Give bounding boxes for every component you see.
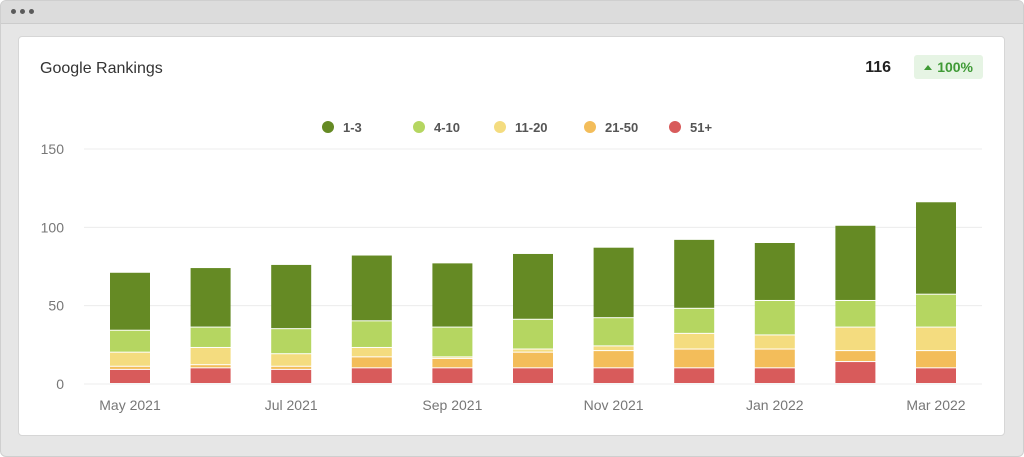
bar-segment-51+[interactable] [271,369,312,383]
bar-segment-1-3[interactable] [432,263,473,327]
bar-segment-4-10[interactable] [593,318,634,346]
bar-segment-21-50[interactable] [432,358,473,368]
bar-segment-1-3[interactable] [835,225,876,300]
bar-segment-4-10[interactable] [916,294,956,327]
bar-segment-4-10[interactable] [351,321,392,347]
bar-segment-51+[interactable] [674,368,715,383]
bar-segment-11-20[interactable] [754,335,795,349]
x-tick-label: Jul 2021 [265,397,318,413]
bar-segment-21-50[interactable] [190,365,231,368]
window-dot [11,9,16,14]
legend-label: 21-50 [605,120,638,135]
bar-segment-21-50[interactable] [835,351,876,362]
bar-segment-11-20[interactable] [271,354,312,366]
bar-segment-4-10[interactable] [513,319,553,349]
x-tick-label: May 2021 [99,397,161,413]
bar-segment-51+[interactable] [513,368,553,383]
legend-label: 11-20 [515,120,548,135]
y-tick-label: 50 [48,298,64,314]
bar-segment-4-10[interactable] [271,329,312,354]
bar-segment-11-20[interactable] [835,327,876,351]
bar-segment-1-3[interactable] [190,268,231,327]
bar-segment-11-20[interactable] [513,349,553,352]
bar-segment-51+[interactable] [432,368,473,383]
bar-segment-51+[interactable] [916,368,956,383]
bar-segment-11-20[interactable] [351,347,392,357]
bar-segment-21-50[interactable] [674,349,715,368]
chart-bars [110,202,956,383]
legend-item-51+[interactable]: 51+ [669,120,712,135]
x-tick-label: Jan 2022 [746,397,804,413]
bar-segment-1-3[interactable] [351,255,392,321]
bar-segment-51+[interactable] [835,362,876,383]
card-title: Google Rankings [40,60,163,77]
total-count: 116 [865,59,891,76]
bar-segment-11-20[interactable] [190,347,231,365]
bar-segment-11-20[interactable] [674,333,715,349]
bar-segment-21-50[interactable] [513,352,553,368]
bar-segment-51+[interactable] [351,368,392,383]
chart-legend: 1-3 4-10 11-20 21-50 51+ [322,120,712,135]
bar-segment-11-20[interactable] [916,327,956,351]
x-tick-label: Mar 2022 [906,397,965,413]
legend-swatch [413,121,425,133]
window-dot [20,9,25,14]
window-titlebar [1,1,1023,24]
bar-segment-21-50[interactable] [110,366,150,369]
bar-segment-1-3[interactable] [271,264,312,329]
y-tick-label: 100 [41,219,65,235]
rankings-card: Google Rankings 116 100% 0 50 100 150 May 2… [18,36,1005,436]
x-tick-label: Nov 2021 [584,397,644,413]
bar-segment-4-10[interactable] [190,327,231,347]
bar-segment-4-10[interactable] [674,308,715,333]
legend-item-4-10[interactable]: 4-10 [413,120,460,135]
bar-segment-4-10[interactable] [754,300,795,335]
legend-item-21-50[interactable]: 21-50 [584,120,638,135]
bar-segment-21-50[interactable] [754,349,795,368]
bar-segment-1-3[interactable] [110,272,150,330]
legend-label: 51+ [690,120,712,135]
bar-segment-1-3[interactable] [674,239,715,308]
window-dot [29,9,34,14]
bar-segment-1-3[interactable] [916,202,956,294]
bar-segment-51+[interactable] [593,368,634,383]
bar-segment-11-20[interactable] [432,357,473,358]
bar-segment-51+[interactable] [754,368,795,383]
legend-item-11-20[interactable]: 11-20 [494,120,548,135]
legend-swatch [584,121,596,133]
bar-segment-4-10[interactable] [110,330,150,352]
bar-segment-4-10[interactable] [835,300,876,327]
y-tick-label: 0 [56,376,64,392]
legend-label: 1-3 [343,120,362,135]
x-axis-labels: May 2021 Jul 2021 Sep 2021 Nov 2021 Jan 2022… [99,397,966,413]
legend-label: 4-10 [434,120,460,135]
bar-segment-51+[interactable] [110,369,150,383]
bar-segment-1-3[interactable] [513,253,553,319]
bar-segment-21-50[interactable] [271,366,312,369]
bar-segment-21-50[interactable] [593,351,634,368]
bar-segment-1-3[interactable] [593,247,634,318]
rankings-chart: 0 50 100 150 May 2021 Jul 2021 Sep 2021 Nov 20… [41,120,982,413]
bar-segment-21-50[interactable] [351,357,392,368]
bar-segment-21-50[interactable] [916,351,956,368]
triangle-up-icon [924,64,933,70]
legend-item-1-3[interactable]: 1-3 [322,120,362,135]
bar-segment-1-3[interactable] [754,243,795,300]
legend-swatch [669,121,681,133]
change-value: 100% [937,59,973,75]
bar-segment-4-10[interactable] [432,327,473,357]
legend-swatch [494,121,506,133]
bar-segment-11-20[interactable] [110,352,150,366]
window-dots-icon[interactable] [11,9,34,14]
bar-segment-51+[interactable] [190,368,231,383]
y-tick-label: 150 [41,141,65,157]
y-axis-labels: 0 50 100 150 [41,141,65,392]
bar-segment-11-20[interactable] [593,346,634,351]
legend-swatch [322,121,334,133]
x-tick-label: Sep 2021 [422,397,482,413]
change-badge: 100% [914,55,983,79]
